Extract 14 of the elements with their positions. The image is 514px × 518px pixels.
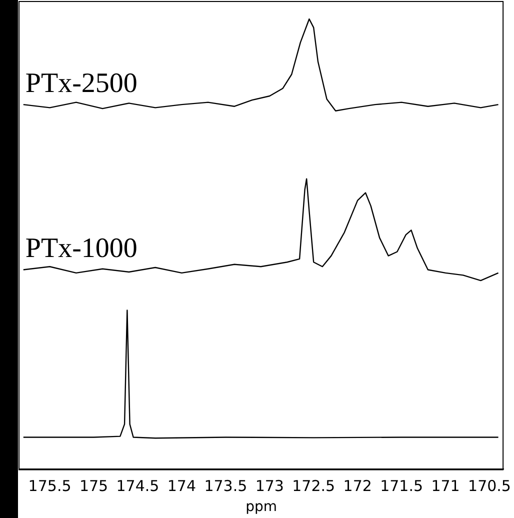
x-tick-label: 172	[343, 477, 372, 496]
x-axis-title: ppm	[246, 499, 277, 516]
x-tick-label: 170.5	[468, 477, 511, 496]
series-label: PTx-2500	[25, 68, 138, 99]
x-tick-label: 171	[431, 477, 460, 496]
x-tick-label: 174.5	[116, 477, 160, 496]
series-label: PTx-1000	[25, 233, 138, 264]
x-tick-label: 173	[255, 477, 284, 496]
x-tick-label: 175	[79, 477, 108, 496]
x-tick-label: 173.5	[204, 477, 248, 496]
x-tick-label: 174	[167, 477, 196, 496]
x-tick-label: 175.5	[28, 477, 72, 496]
x-tick-label: 171.5	[380, 477, 424, 496]
x-tick-label: 172.5	[292, 477, 336, 496]
